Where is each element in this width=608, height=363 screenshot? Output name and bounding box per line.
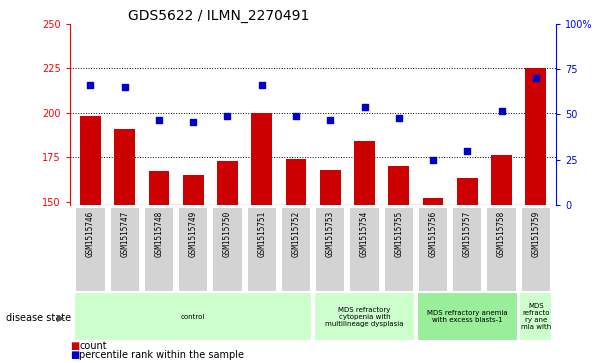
Text: GSM1515750: GSM1515750 xyxy=(223,211,232,257)
Text: MDS refractory
cytopenia with
multilineage dysplasia: MDS refractory cytopenia with multilinea… xyxy=(325,307,404,327)
Text: GSM1515749: GSM1515749 xyxy=(188,211,198,257)
Bar xyxy=(149,171,169,205)
Text: GSM1515746: GSM1515746 xyxy=(86,211,95,257)
Bar xyxy=(423,198,443,205)
Text: count: count xyxy=(79,340,106,351)
Point xyxy=(86,82,95,88)
Bar xyxy=(320,170,340,205)
Bar xyxy=(114,129,135,205)
Bar xyxy=(416,292,518,341)
Point xyxy=(325,117,335,123)
Text: disease state: disease state xyxy=(6,313,71,323)
Point xyxy=(428,157,438,163)
Text: GSM1515752: GSM1515752 xyxy=(291,211,300,257)
Text: GSM1515757: GSM1515757 xyxy=(463,211,472,257)
Point xyxy=(531,75,541,81)
Bar xyxy=(109,207,140,292)
Text: GSM1515747: GSM1515747 xyxy=(120,211,130,257)
Bar xyxy=(183,175,204,205)
Bar xyxy=(315,207,345,292)
Text: ▶: ▶ xyxy=(57,313,64,323)
Bar xyxy=(519,292,552,341)
Text: GSM1515753: GSM1515753 xyxy=(326,211,335,257)
Point xyxy=(394,115,404,121)
Text: GSM1515754: GSM1515754 xyxy=(360,211,369,257)
Bar xyxy=(75,207,106,292)
Bar xyxy=(520,207,551,292)
Bar xyxy=(212,207,243,292)
Bar xyxy=(217,160,238,205)
Bar xyxy=(178,207,209,292)
Point xyxy=(154,117,164,123)
Point xyxy=(120,84,130,90)
Text: GSM1515758: GSM1515758 xyxy=(497,211,506,257)
Text: GSM1515759: GSM1515759 xyxy=(531,211,541,257)
Text: ■: ■ xyxy=(70,350,79,360)
Text: GSM1515748: GSM1515748 xyxy=(154,211,164,257)
Bar xyxy=(457,178,477,205)
Bar xyxy=(314,292,415,341)
Bar xyxy=(384,207,414,292)
Point xyxy=(291,113,301,119)
Point xyxy=(497,108,506,114)
Bar xyxy=(252,113,272,205)
Text: percentile rank within the sample: percentile rank within the sample xyxy=(79,350,244,360)
Text: GDS5622 / ILMN_2270491: GDS5622 / ILMN_2270491 xyxy=(128,9,309,23)
Point xyxy=(188,119,198,125)
Bar xyxy=(247,207,277,292)
Bar xyxy=(281,207,311,292)
Point xyxy=(257,82,266,88)
Point xyxy=(463,148,472,154)
Bar xyxy=(491,155,512,205)
Bar xyxy=(486,207,517,292)
Text: GSM1515756: GSM1515756 xyxy=(429,211,438,257)
Point xyxy=(223,113,232,119)
Bar xyxy=(525,68,546,205)
Text: ■: ■ xyxy=(70,340,79,351)
Bar xyxy=(350,207,379,292)
Text: GSM1515755: GSM1515755 xyxy=(394,211,403,257)
Text: MDS
refracto
ry ane
mia with: MDS refracto ry ane mia with xyxy=(520,303,551,330)
Point xyxy=(360,104,370,110)
Bar xyxy=(418,207,448,292)
Bar xyxy=(389,166,409,205)
Bar xyxy=(452,207,482,292)
Bar xyxy=(354,141,375,205)
Text: control: control xyxy=(181,314,206,320)
Text: MDS refractory anemia
with excess blasts-1: MDS refractory anemia with excess blasts… xyxy=(427,310,508,323)
Bar xyxy=(286,159,306,205)
Bar xyxy=(80,116,101,205)
Bar xyxy=(144,207,174,292)
Bar xyxy=(74,292,313,341)
Text: GSM1515751: GSM1515751 xyxy=(257,211,266,257)
